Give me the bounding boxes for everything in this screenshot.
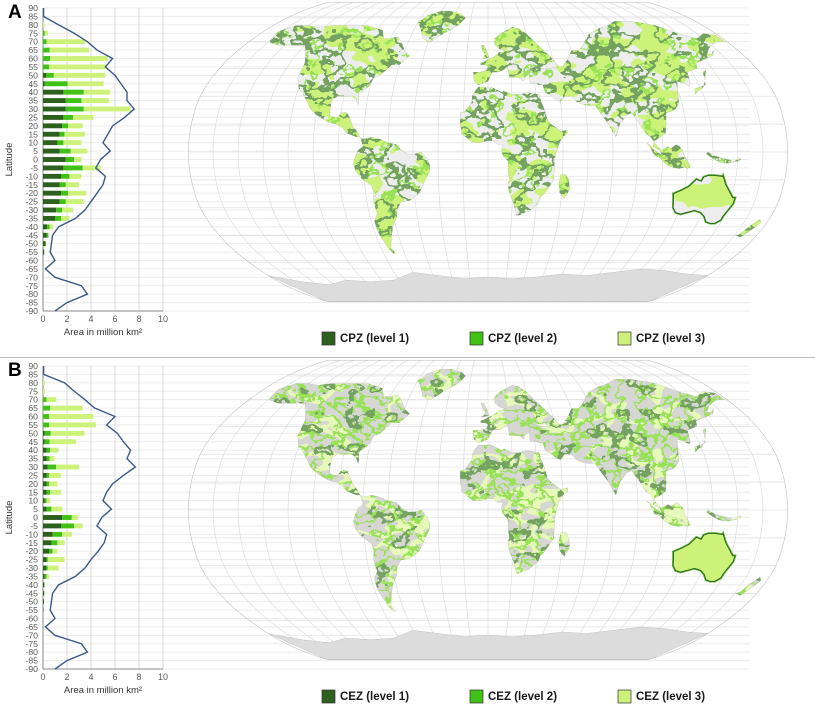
svg-text:2: 2 — [64, 314, 69, 324]
svg-text:B: B — [8, 360, 22, 381]
svg-text:A: A — [8, 2, 22, 23]
svg-text:CEZ (level 3): CEZ (level 3) — [636, 691, 705, 703]
svg-text:CEZ (level 1): CEZ (level 1) — [340, 691, 409, 703]
svg-text:CPZ (level 2): CPZ (level 2) — [488, 333, 557, 345]
svg-text:-90: -90 — [25, 306, 38, 316]
svg-text:4: 4 — [88, 672, 93, 682]
svg-text:10: 10 — [158, 314, 168, 324]
svg-text:CEZ (level 2): CEZ (level 2) — [488, 691, 557, 703]
svg-text:Area in million km²: Area in million km² — [64, 327, 142, 338]
svg-text:CPZ (level 3): CPZ (level 3) — [636, 333, 705, 345]
svg-text:-90: -90 — [25, 664, 38, 674]
svg-text:CPZ (level 1): CPZ (level 1) — [340, 333, 409, 345]
svg-text:Latitude: Latitude — [4, 501, 15, 535]
svg-text:Latitude: Latitude — [4, 143, 15, 177]
svg-text:4: 4 — [88, 314, 93, 324]
svg-text:8: 8 — [136, 672, 141, 682]
svg-text:6: 6 — [112, 672, 117, 682]
svg-text:10: 10 — [158, 672, 168, 682]
svg-text:0: 0 — [40, 672, 45, 682]
svg-text:2: 2 — [64, 672, 69, 682]
svg-text:6: 6 — [112, 314, 117, 324]
svg-text:Area in million km²: Area in million km² — [64, 685, 142, 696]
svg-text:8: 8 — [136, 314, 141, 324]
svg-text:0: 0 — [40, 314, 45, 324]
